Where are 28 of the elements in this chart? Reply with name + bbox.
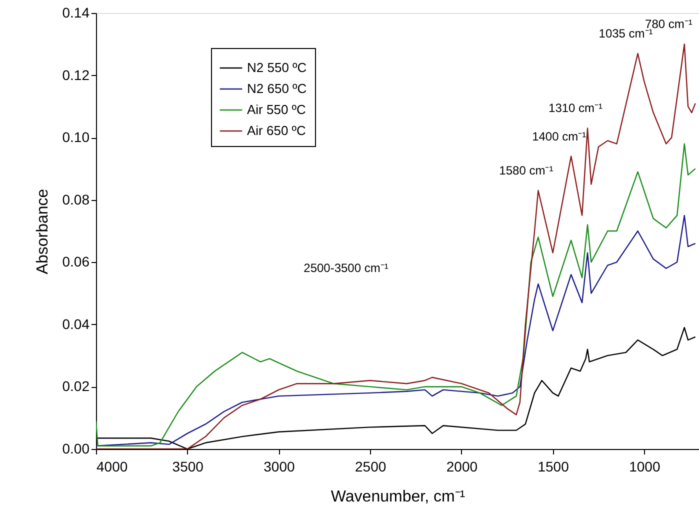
x-tick-label: 3500: [172, 458, 204, 474]
x-tick-label: 3000: [264, 458, 296, 474]
x-tick-label: 4000: [96, 458, 128, 474]
x-axis-title: Wavenumber, cm⁻¹: [330, 488, 466, 506]
x-tick-label: 1500: [538, 458, 570, 474]
y-tick-label: 0.12: [62, 66, 90, 83]
y-tick-label: 0.14: [62, 4, 90, 20]
line-series: [96, 44, 696, 449]
legend-label: Air 650 ºC: [247, 123, 306, 138]
x-tick-label: 2500: [355, 458, 386, 474]
y-tick-label: 0.04: [62, 316, 90, 332]
legend-label: N2 650 ºC: [247, 81, 307, 96]
y-tick-label: 0.00: [62, 440, 90, 456]
annotation: 1400 cm⁻¹: [532, 129, 586, 144]
line-series: [96, 143, 696, 446]
annotation: 2500-3500 cm⁻¹: [304, 261, 388, 275]
y-tick-label: 0.08: [62, 191, 90, 208]
y-axis-title: Absorbance: [34, 188, 52, 274]
y-tick-label: 0.06: [62, 254, 90, 270]
y-tick-label: 0.10: [62, 129, 90, 146]
y-tick-label: 0.02: [62, 378, 90, 394]
annotation: 1310 cm⁻¹: [548, 101, 603, 116]
line-series: [96, 214, 696, 446]
legend-label: Air 550 ºC: [247, 102, 306, 117]
x-tick-label: 2000: [446, 458, 478, 474]
annotation: 1580 cm⁻¹: [499, 164, 554, 178]
legend-label: N2 550 ºC: [247, 60, 307, 75]
x-tick-label: 1000: [629, 458, 660, 474]
